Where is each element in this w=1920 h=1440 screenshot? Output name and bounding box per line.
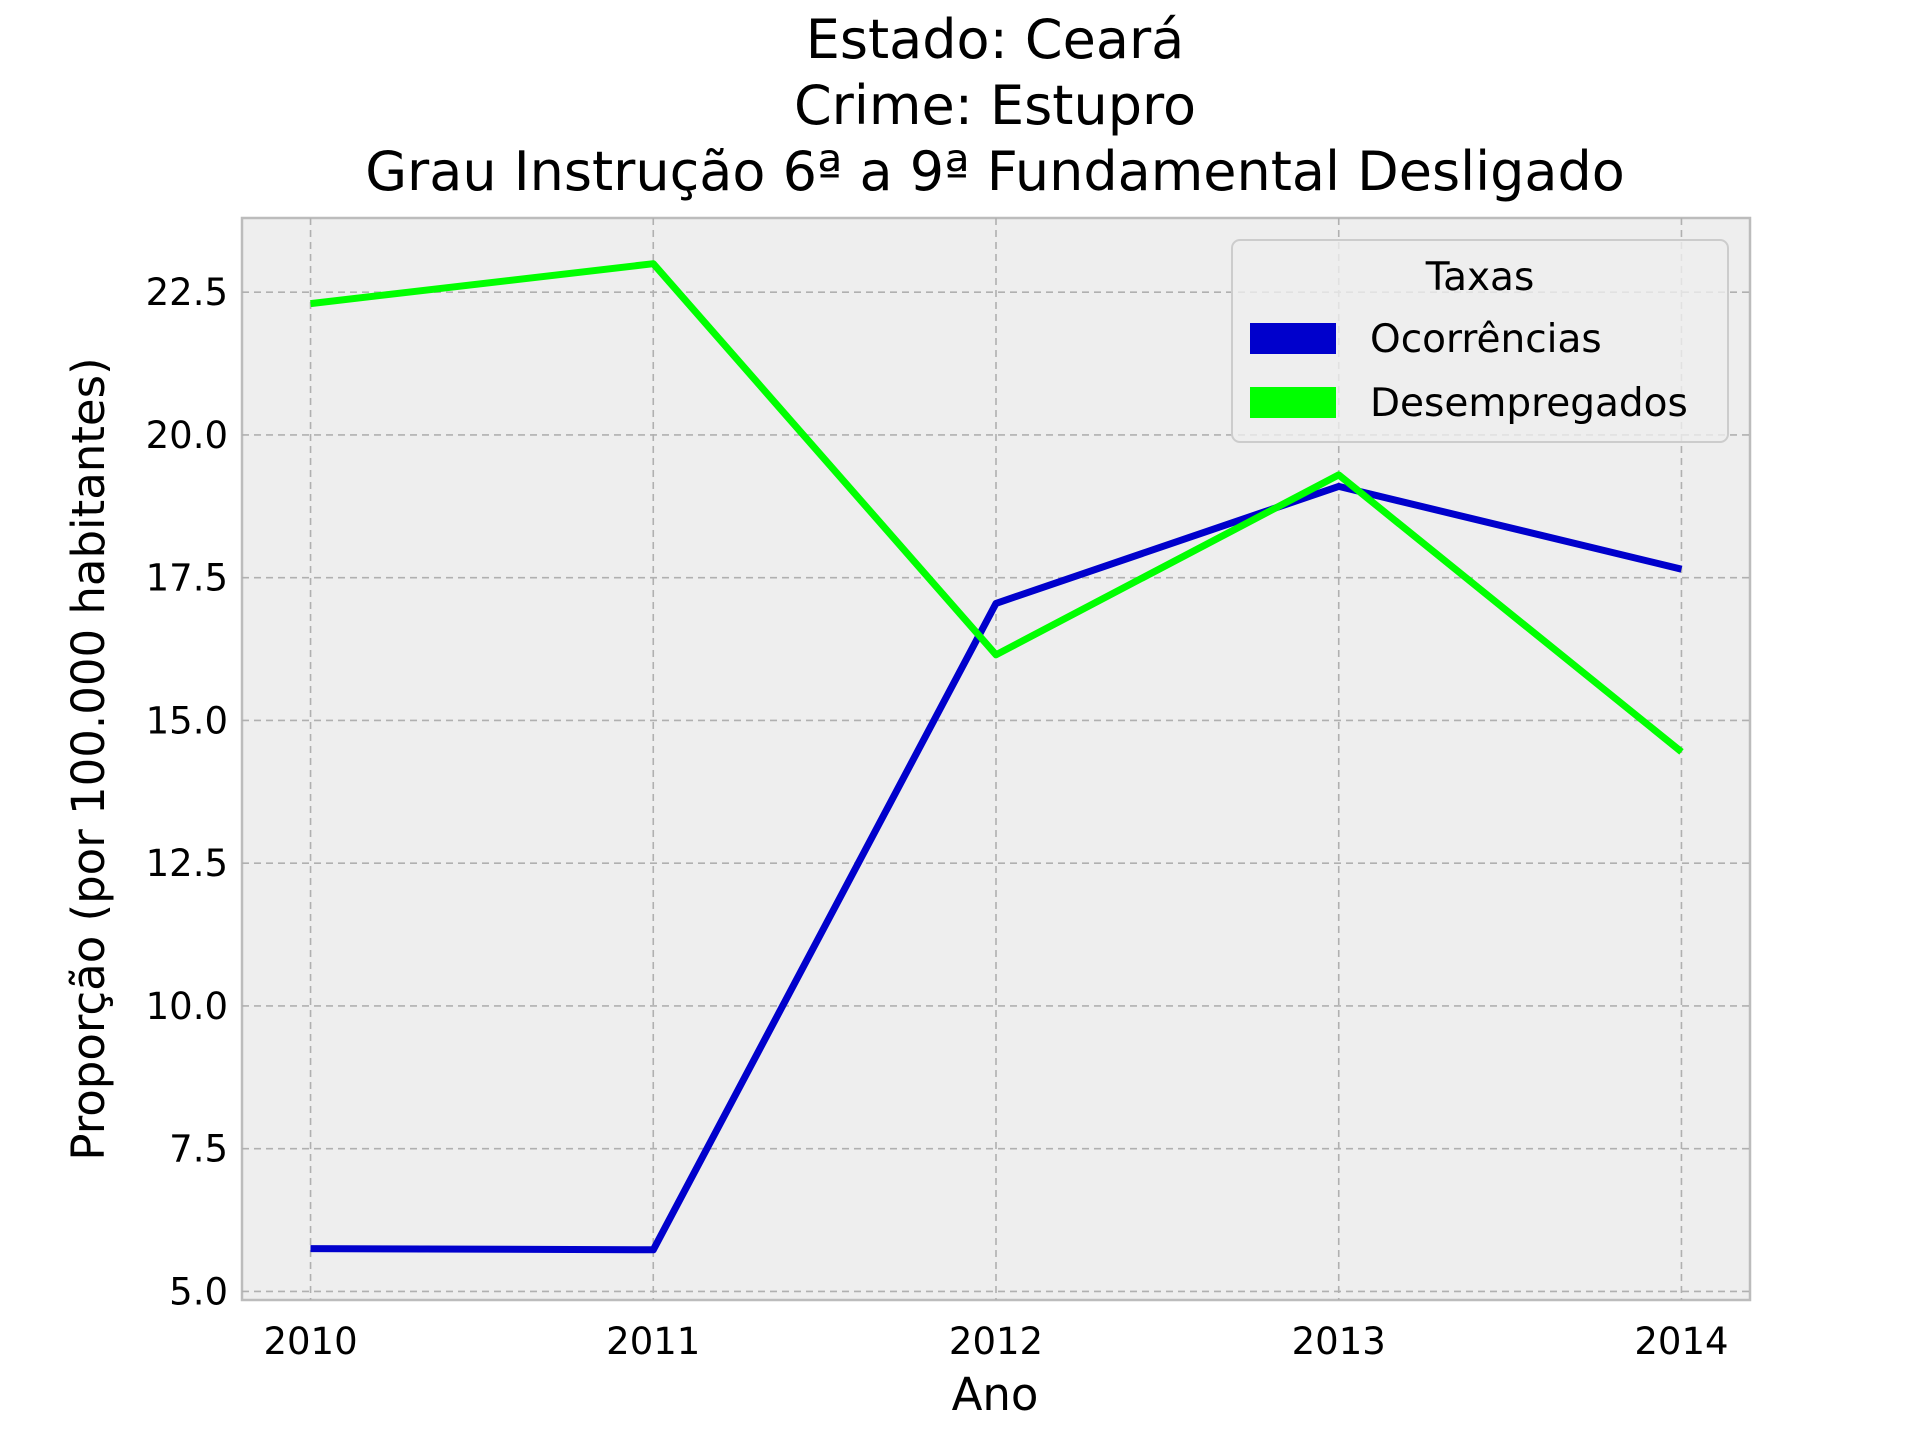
y-tick-label-20.0: 20.0 bbox=[146, 414, 228, 457]
chart-title-line-2: Crime: Estupro bbox=[794, 74, 1196, 137]
x-tick-label-2011: 2011 bbox=[606, 1320, 700, 1363]
legend-swatch-desempregados bbox=[1250, 387, 1336, 418]
x-tick-label-2014: 2014 bbox=[1634, 1320, 1728, 1363]
x-tick-label-2013: 2013 bbox=[1292, 1320, 1386, 1363]
series-lines bbox=[310, 260, 1684, 1254]
y-tick-label-15.0: 15.0 bbox=[146, 699, 228, 742]
x-tick-labels: 2010 2011 2012 2013 2014 bbox=[263, 1320, 1728, 1363]
chart-title-line-3: Grau Instrução 6ª a 9ª Fundamental Desli… bbox=[365, 140, 1625, 203]
y-axis-label: Proporção (por 100.000 habitantes) bbox=[62, 357, 115, 1160]
legend-title: Taxas bbox=[1425, 255, 1535, 300]
legend-swatch-ocorrencias bbox=[1250, 323, 1336, 354]
legend-label-ocorrencias: Ocorrências bbox=[1370, 317, 1602, 362]
y-tick-labels: 5.0 7.5 10.0 12.5 15.0 17.5 20.0 22.5 bbox=[146, 271, 228, 1313]
x-axis-label: Ano bbox=[952, 1368, 1039, 1421]
x-tick-label-2012: 2012 bbox=[949, 1320, 1043, 1363]
y-tick-label-17.5: 17.5 bbox=[146, 557, 228, 600]
series-line-desempregados bbox=[310, 260, 1684, 755]
y-tick-label-22.5: 22.5 bbox=[146, 271, 228, 314]
series-line-ocorrencias bbox=[310, 482, 1683, 1254]
x-tick-label-2010: 2010 bbox=[263, 1320, 357, 1363]
legend-label-desempregados: Desempregados bbox=[1370, 381, 1688, 426]
y-tick-label-7.5: 7.5 bbox=[169, 1128, 228, 1171]
chart-title-line-1: Estado: Ceará bbox=[806, 8, 1185, 71]
y-tick-label-12.5: 12.5 bbox=[146, 842, 228, 885]
legend: Taxas Ocorrências Desempregados bbox=[1231, 239, 1729, 443]
y-tick-label-5.0: 5.0 bbox=[169, 1270, 228, 1313]
y-tick-label-10.0: 10.0 bbox=[146, 985, 228, 1028]
legend-frame bbox=[1231, 239, 1729, 443]
